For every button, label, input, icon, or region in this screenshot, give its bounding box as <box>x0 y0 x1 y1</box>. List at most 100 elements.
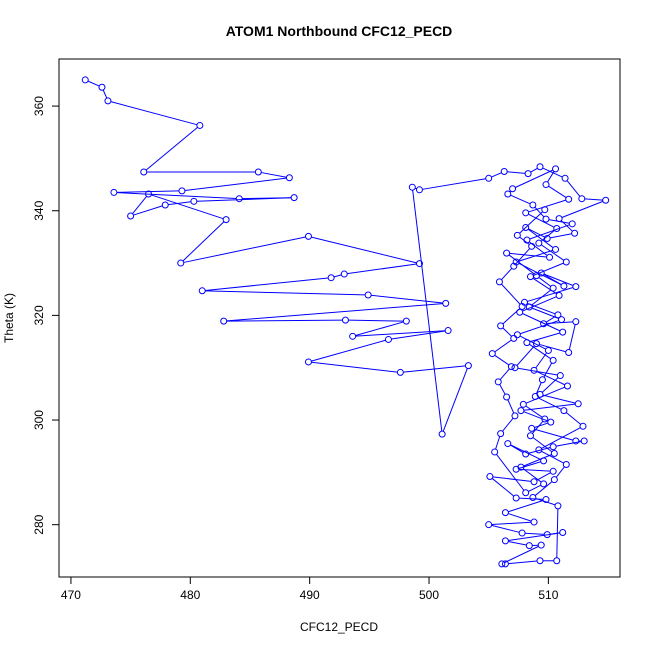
data-point <box>495 278 503 286</box>
series-segment <box>510 194 531 205</box>
series-segment <box>523 411 549 422</box>
series-segment <box>508 254 535 275</box>
series-segment <box>502 327 512 337</box>
data-point <box>408 183 416 191</box>
series-segment <box>116 192 237 200</box>
data-point <box>554 502 562 510</box>
data-point <box>536 163 544 171</box>
data-point <box>304 232 312 240</box>
series-segment <box>541 427 581 449</box>
data-point <box>561 174 569 182</box>
series-segment <box>491 172 502 178</box>
data-point <box>196 121 204 129</box>
data-point <box>555 292 563 300</box>
data-point <box>542 215 550 223</box>
data-point <box>254 168 262 176</box>
series-segment <box>492 476 532 482</box>
series-segment <box>528 213 555 228</box>
series-segment <box>547 171 555 183</box>
data-point <box>549 356 557 364</box>
series-segment <box>504 545 539 564</box>
data-point <box>543 234 551 242</box>
x-axis-label: CFC12_PECD <box>300 620 378 634</box>
data-point <box>546 253 554 261</box>
data-point <box>341 316 349 324</box>
series-segment <box>494 339 512 353</box>
series-segment <box>523 468 542 483</box>
series-segment <box>545 316 556 323</box>
series-segment <box>525 405 543 418</box>
series-segment <box>556 508 559 558</box>
data-point <box>565 349 573 357</box>
data-point <box>161 201 169 209</box>
series-segment <box>494 354 510 366</box>
series-segment <box>528 447 551 454</box>
data-point <box>538 376 546 384</box>
series-segment <box>538 277 552 287</box>
data-point <box>526 432 534 440</box>
data-point <box>145 190 153 198</box>
series-segment <box>529 332 560 343</box>
plot-frame <box>58 58 621 578</box>
data-point <box>559 529 567 537</box>
data-point <box>565 195 573 203</box>
series-layer <box>81 76 610 568</box>
series-segment <box>311 236 417 264</box>
data-point <box>522 450 530 458</box>
series-segment <box>422 178 486 190</box>
x-tick-label: 510 <box>538 588 558 602</box>
data-point <box>568 220 576 228</box>
data-point <box>536 557 544 565</box>
data-point <box>556 372 564 380</box>
data-point <box>304 358 312 366</box>
data-point <box>531 392 539 400</box>
series-segment <box>529 224 570 240</box>
data-point <box>512 494 520 502</box>
series-segment <box>116 190 179 193</box>
data-point <box>510 334 518 342</box>
data-point <box>562 461 570 469</box>
data-point <box>513 331 521 339</box>
x-tick-label: 490 <box>300 588 320 602</box>
series-segment <box>528 199 566 213</box>
series-segment <box>442 368 468 432</box>
data-point <box>580 437 588 445</box>
data-point <box>530 366 538 374</box>
series-segment <box>261 172 287 178</box>
data-point <box>541 415 549 423</box>
data-point <box>396 368 404 376</box>
series-segment <box>507 399 515 414</box>
data-point <box>485 521 493 529</box>
series-segment <box>528 228 545 238</box>
x-axis: 470 480 490 500 510 <box>61 577 559 602</box>
series-segment <box>499 384 506 395</box>
data-point <box>503 393 511 401</box>
data-point <box>559 328 567 336</box>
series-segment <box>491 521 532 526</box>
data-point <box>572 437 580 445</box>
series-segment <box>535 497 556 506</box>
data-point <box>507 363 515 371</box>
data-point <box>572 318 580 326</box>
series-segment <box>534 206 545 218</box>
series-segment <box>534 422 549 428</box>
data-point <box>560 407 568 415</box>
series-segment <box>102 89 108 99</box>
data-point <box>523 236 531 244</box>
data-point <box>529 201 537 209</box>
data-point <box>285 174 293 182</box>
series-segment <box>333 274 342 278</box>
data-point <box>509 185 517 193</box>
data-point <box>438 430 446 438</box>
data-point <box>498 560 506 568</box>
series-segment <box>515 169 554 188</box>
data-point <box>552 245 560 253</box>
data-point <box>486 473 494 481</box>
data-point <box>558 316 566 324</box>
series-segment <box>347 263 417 275</box>
y-tick-label: 320 <box>32 305 46 325</box>
series-segment <box>501 268 513 281</box>
data-point <box>549 443 557 451</box>
series-segment <box>348 319 404 322</box>
data-point <box>562 258 570 266</box>
